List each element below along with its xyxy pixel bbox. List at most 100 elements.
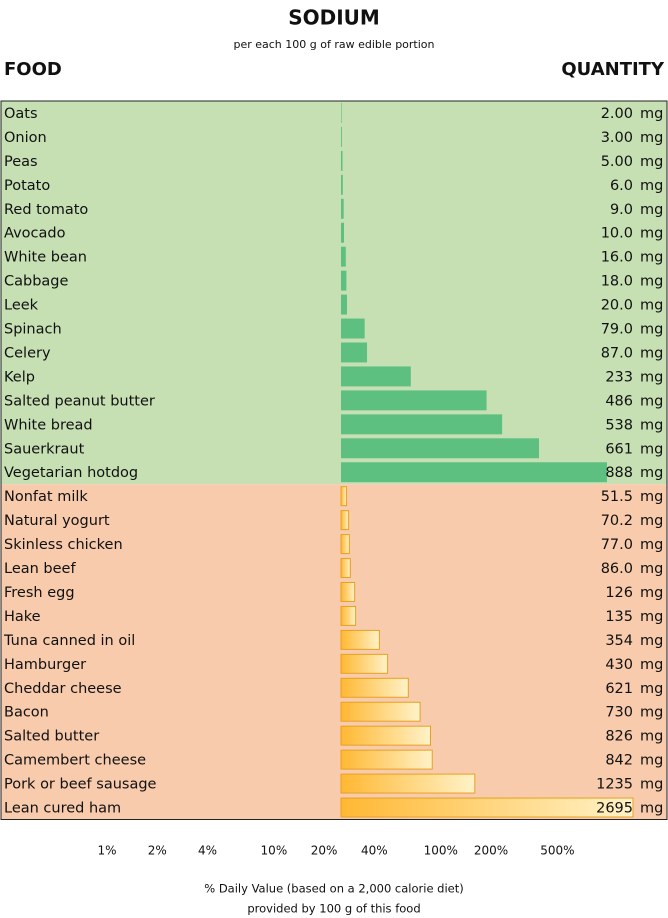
unit-label: mg [640, 345, 663, 361]
value-label: 135 [605, 609, 633, 625]
value-label: 10.0 [601, 226, 633, 242]
unit-label: mg [640, 274, 663, 290]
bar [341, 342, 368, 363]
bar [341, 366, 411, 387]
table-border [0, 100, 668, 820]
unit-label: mg [640, 417, 663, 433]
bar [340, 558, 351, 578]
unit-label: mg [640, 513, 663, 529]
unit-label: mg [640, 753, 663, 769]
food-label: White bread [4, 417, 93, 433]
bar [340, 797, 634, 818]
chart-title: SODIUM [288, 6, 380, 30]
header-food: FOOD [4, 59, 62, 80]
unit-label: mg [640, 705, 663, 721]
bar [340, 749, 433, 770]
food-label: Bacon [4, 705, 49, 721]
food-label: Salted butter [4, 729, 99, 745]
bar [340, 534, 350, 555]
x-tick-label: 2% [148, 844, 167, 858]
unit-label: mg [640, 801, 663, 817]
value-label: 77.0 [601, 537, 633, 553]
x-tick-label: 100% [424, 844, 458, 858]
value-label: 826 [605, 729, 633, 745]
value-label: 661 [605, 441, 633, 457]
value-label: 126 [605, 585, 633, 601]
unit-label: mg [640, 369, 663, 385]
x-tick-label: 40% [361, 844, 388, 858]
bar [341, 150, 343, 171]
bar [341, 246, 346, 267]
unit-label: mg [640, 681, 663, 697]
x-tick-label: 500% [540, 844, 574, 858]
food-label: Skinless chicken [4, 537, 123, 553]
bar [340, 582, 356, 602]
x-tick-label: 10% [261, 844, 288, 858]
value-label: 430 [605, 657, 633, 673]
unit-label: mg [640, 298, 663, 314]
unit-label: mg [640, 441, 663, 457]
bar [341, 390, 487, 411]
unit-label: mg [640, 633, 663, 649]
bar [341, 414, 503, 435]
value-label: 20.0 [601, 298, 633, 314]
bar [341, 103, 342, 123]
food-label: Red tomato [4, 202, 88, 218]
bar [340, 725, 431, 746]
bar [340, 486, 348, 507]
footnote: provided by 100 g of this food [247, 902, 420, 916]
value-label: 233 [605, 369, 633, 385]
value-label: 621 [605, 681, 633, 697]
unit-label: mg [640, 250, 663, 266]
food-label: Oats [4, 106, 38, 122]
unit-label: mg [640, 537, 663, 553]
bar [341, 462, 607, 483]
unit-label: mg [640, 226, 663, 242]
unit-label: mg [640, 106, 663, 122]
header-quantity: QUANTITY [561, 59, 665, 80]
food-label: White bean [4, 250, 87, 266]
value-label: 18.0 [601, 274, 633, 290]
food-label: Hake [4, 609, 41, 625]
value-label: 888 [605, 465, 633, 481]
food-label: Lean cured ham [4, 801, 121, 817]
bar [341, 438, 540, 459]
group-background [1, 101, 667, 485]
x-tick-label: 200% [474, 844, 508, 858]
food-label: Pork or beef sausage [4, 777, 157, 793]
food-label: Potato [4, 178, 50, 194]
food-label: Hamburger [4, 657, 86, 673]
unit-label: mg [640, 489, 663, 505]
unit-label: mg [640, 465, 663, 481]
bar [341, 174, 343, 195]
unit-label: mg [640, 393, 663, 409]
food-label: Avocado [4, 226, 66, 242]
food-label: Fresh egg [4, 585, 75, 601]
value-label: 51.5 [601, 489, 633, 505]
food-label: Tuna canned in oil [3, 633, 135, 649]
unit-label: mg [640, 657, 663, 673]
subtitle: per each 100 g of raw edible portion [233, 38, 434, 51]
value-label: 6.0 [610, 178, 633, 194]
bar [340, 605, 357, 626]
value-label: 87.0 [601, 345, 633, 361]
bar [340, 510, 350, 531]
bar [340, 629, 380, 650]
bar [341, 270, 347, 291]
bar [341, 294, 347, 315]
bar [341, 222, 344, 243]
bar [340, 773, 476, 794]
unit-label: mg [640, 178, 663, 194]
food-label: Natural yogurt [4, 513, 110, 529]
food-label: Spinach [4, 322, 62, 338]
value-label: 730 [605, 705, 633, 721]
value-label: 354 [605, 633, 633, 649]
value-label: 2.00 [601, 106, 633, 122]
food-label: Cabbage [4, 274, 69, 290]
unit-label: mg [640, 561, 663, 577]
bar [341, 126, 342, 147]
x-tick-label: 20% [311, 844, 338, 858]
value-label: 16.0 [601, 250, 633, 266]
unit-label: mg [640, 202, 663, 218]
